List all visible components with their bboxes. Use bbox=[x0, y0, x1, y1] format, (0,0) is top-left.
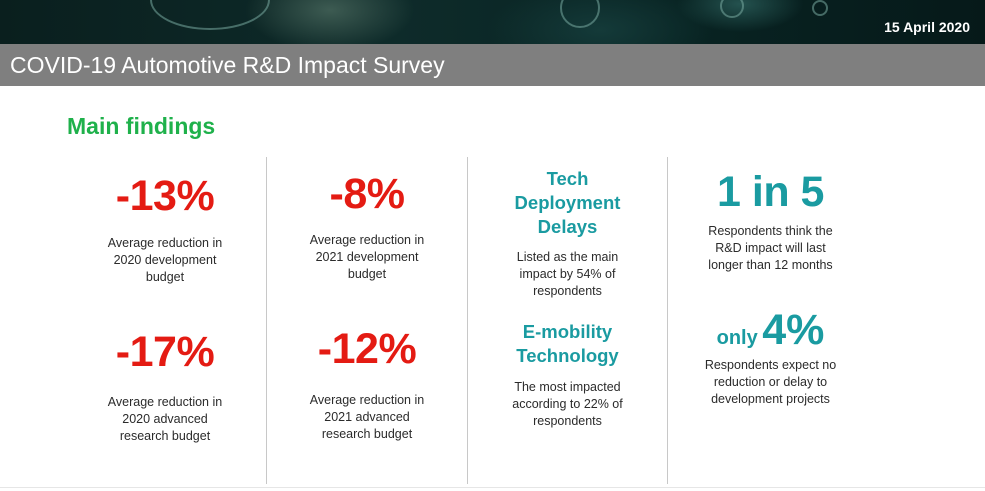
stat-tech-deployment-delays: Tech Deployment Delays Listed as the mai… bbox=[468, 167, 667, 300]
stat-value: 1 in 5 bbox=[717, 168, 824, 216]
stat-prefix: only bbox=[716, 327, 758, 349]
stat-description: Average reduction in 2020 advanced resea… bbox=[107, 395, 223, 443]
virus-decoration bbox=[560, 0, 600, 28]
header-banner: 15 April 2020 bbox=[0, 0, 985, 44]
stat-description: Average reduction in 2021 advanced resea… bbox=[309, 393, 425, 441]
virus-decoration bbox=[812, 0, 828, 16]
stat-value-line: only 4% bbox=[668, 306, 873, 355]
column-divider bbox=[667, 157, 668, 484]
column-divider bbox=[467, 157, 468, 484]
stat-value: -17% bbox=[115, 328, 215, 376]
stat-description: Respondents expect no reduction or delay… bbox=[704, 358, 837, 406]
virus-decoration bbox=[720, 0, 744, 18]
stat-description: Average reduction in 2020 development bu… bbox=[107, 236, 223, 284]
stat-value: -13% bbox=[115, 172, 215, 220]
stat-1-in-5: 1 in 5 Respondents think the R&D impact … bbox=[668, 168, 873, 274]
stat-description: Listed as the main impact by 54% of resp… bbox=[516, 250, 619, 298]
stat-description: Average reduction in 2021 development bu… bbox=[309, 233, 425, 281]
stat-2020-development: -13% Average reduction in 2020 developme… bbox=[65, 172, 265, 286]
stat-e-mobility-technology: E-mobility Technology The most impacted … bbox=[468, 320, 667, 430]
section-heading: Main findings bbox=[67, 113, 216, 139]
stat-only-4-percent: only 4% Respondents expect no reduction … bbox=[668, 306, 873, 408]
stat-value: -8% bbox=[329, 170, 405, 218]
stat-value: -12% bbox=[317, 325, 417, 373]
virus-decoration bbox=[150, 0, 270, 30]
stat-description: The most impacted according to 22% of re… bbox=[512, 380, 623, 428]
column-divider bbox=[266, 157, 267, 484]
footer-divider bbox=[0, 487, 985, 488]
stat-2020-advanced-research: -17% Average reduction in 2020 advanced … bbox=[65, 328, 265, 445]
stat-2021-advanced-research: -12% Average reduction in 2021 advanced … bbox=[267, 325, 467, 443]
date-label: 15 April 2020 bbox=[884, 19, 970, 35]
page-title: COVID-19 Automotive R&D Impact Survey bbox=[0, 44, 985, 86]
stat-heading: E-mobility Technology bbox=[516, 321, 619, 366]
stat-value: 4% bbox=[762, 306, 825, 354]
stat-description: Respondents think the R&D impact will la… bbox=[708, 224, 833, 272]
stat-heading: Tech Deployment Delays bbox=[514, 168, 621, 237]
stat-2021-development: -8% Average reduction in 2021 developmen… bbox=[267, 170, 467, 283]
